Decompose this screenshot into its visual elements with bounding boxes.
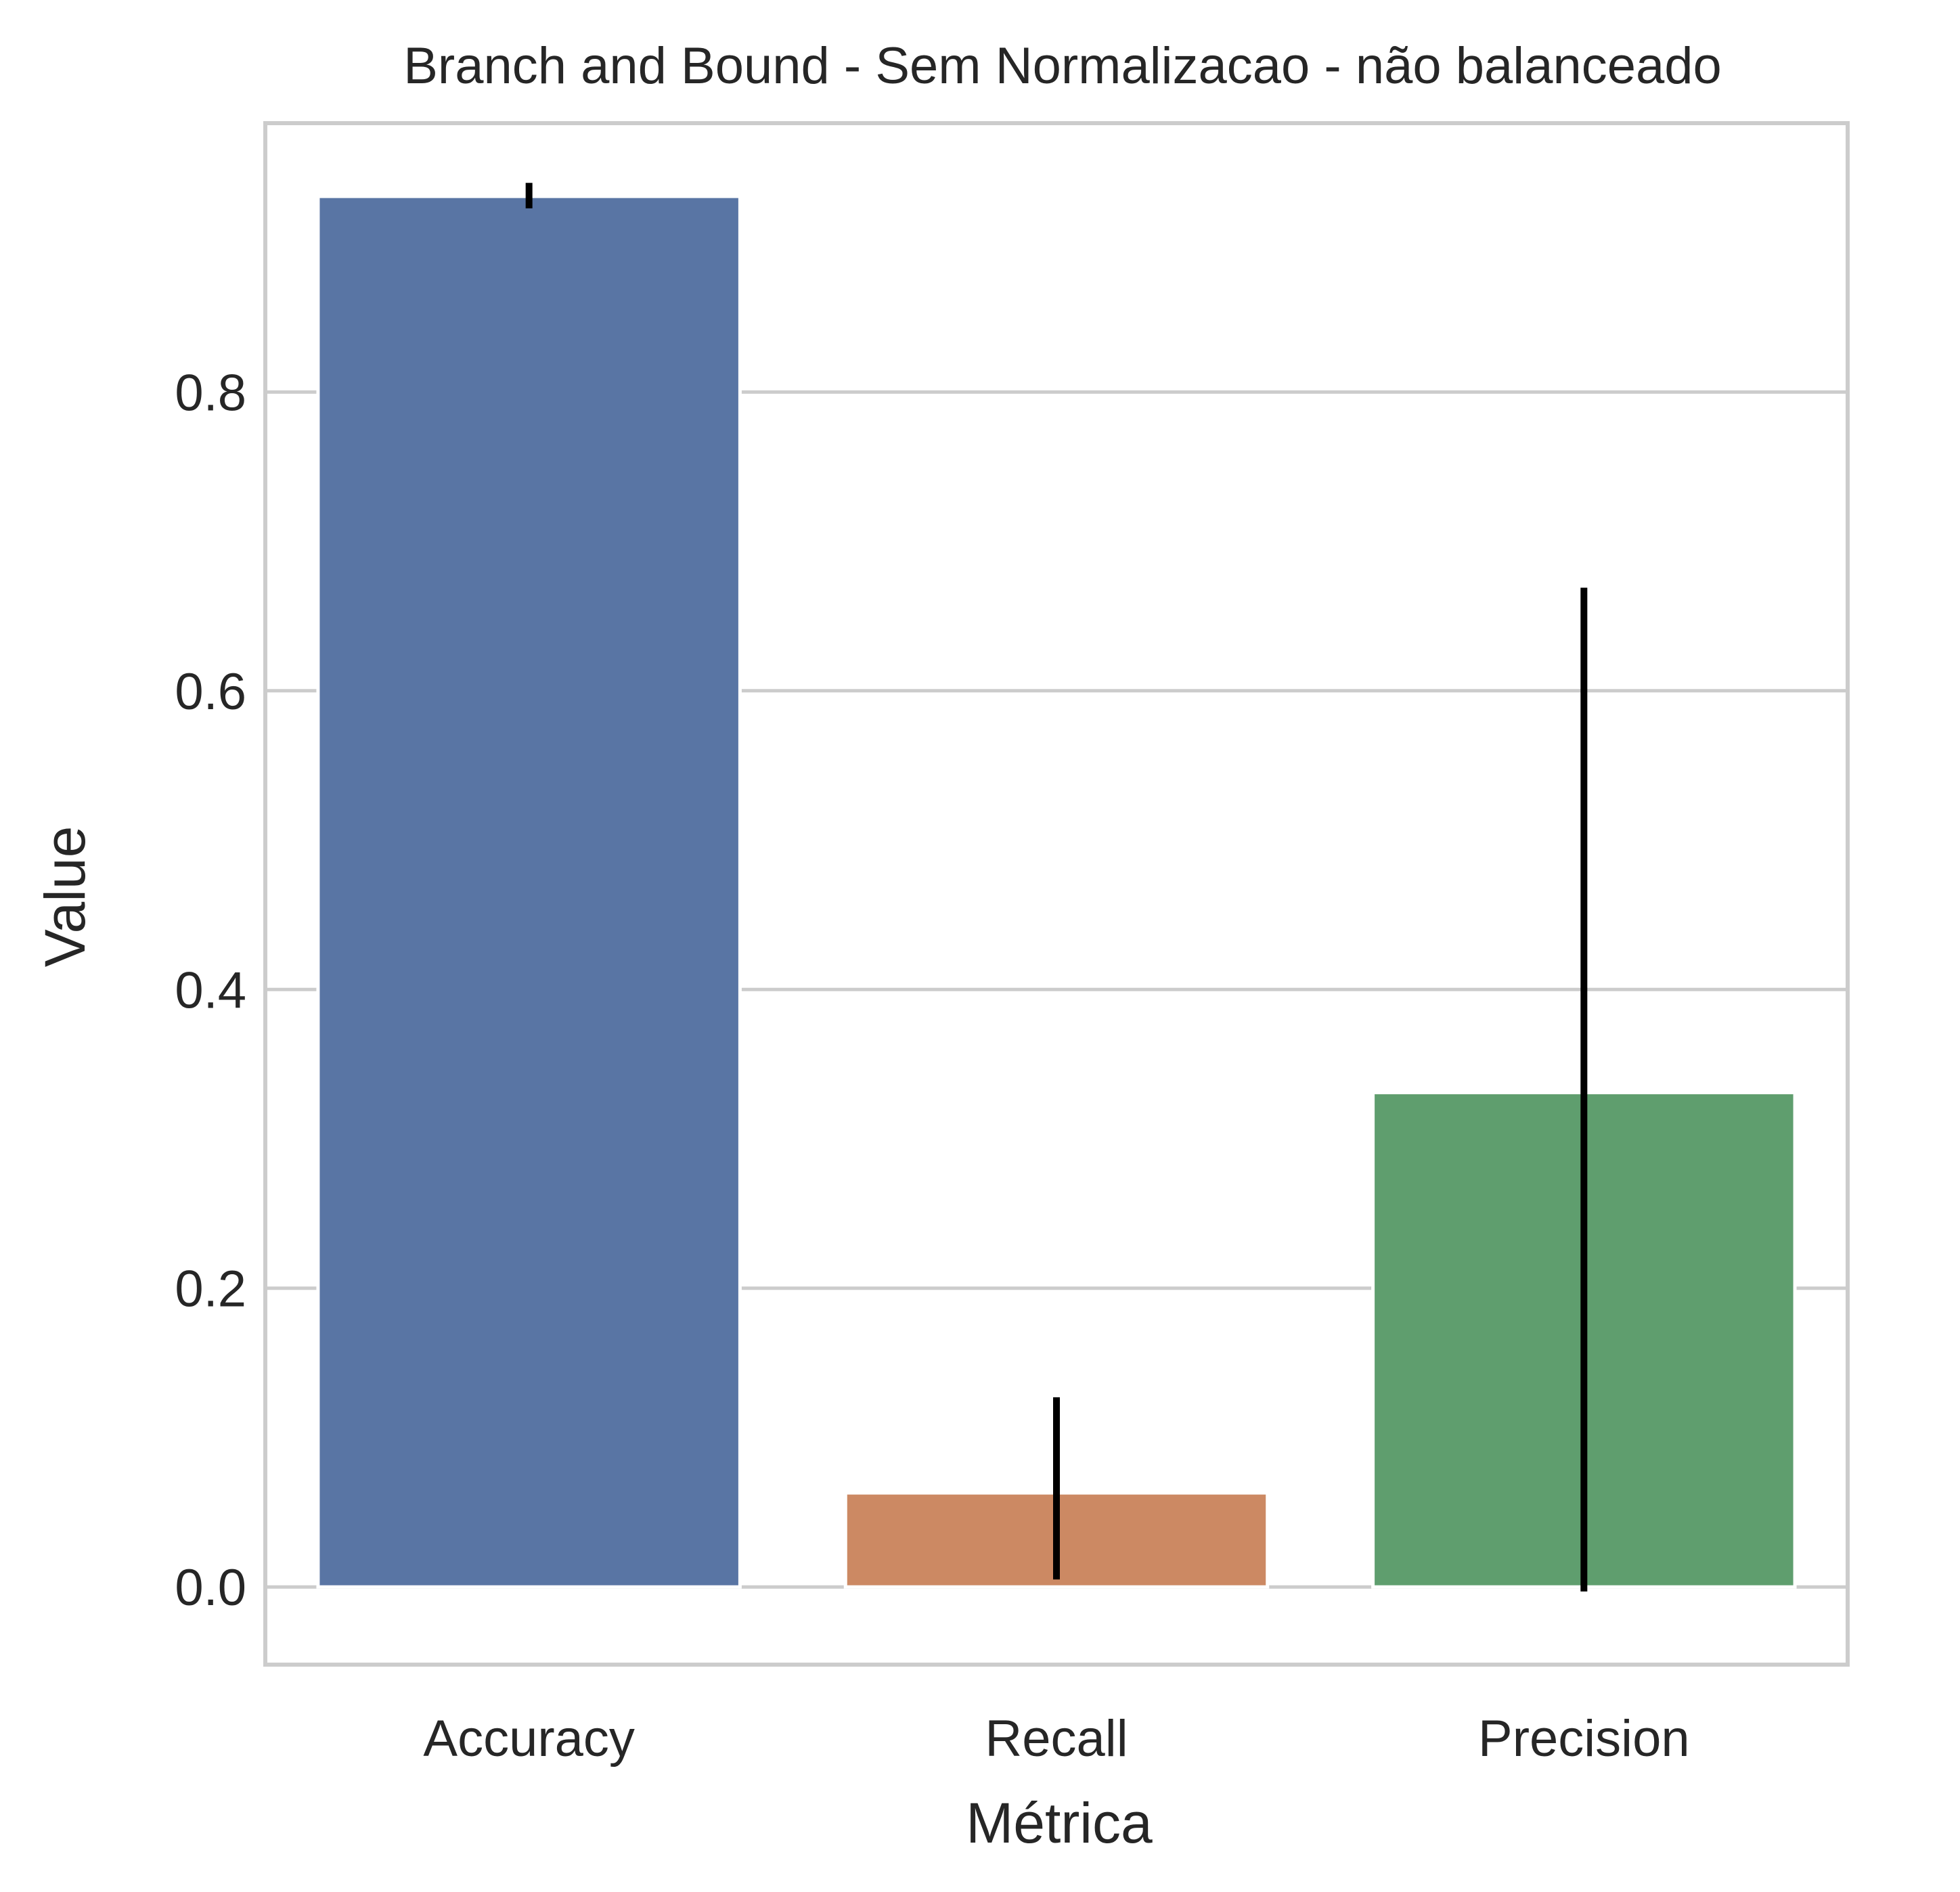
- y-axis-label: Value: [33, 826, 97, 968]
- y-tick-label: 0.6: [175, 663, 246, 721]
- error-bars: [525, 183, 1588, 1592]
- bar-accuracy: [316, 194, 742, 1589]
- y-tick-label: 0.2: [175, 1261, 246, 1318]
- y-tick-labels: 0.0 0.2 0.4 0.6 0.8: [175, 364, 246, 1617]
- x-tick-label: Recall: [985, 1710, 1128, 1767]
- x-axis-label: Métrica: [966, 1791, 1153, 1855]
- plot-frame: [263, 121, 1850, 1667]
- x-tick-label: Accuracy: [423, 1710, 635, 1767]
- y-tick-label: 0.0: [175, 1559, 246, 1617]
- y-tick-label: 0.4: [175, 962, 246, 1019]
- chart-title: Branch and Bound - Sem Normalizacao - nã…: [403, 37, 1722, 95]
- x-tick-labels: Accuracy Recall Precision: [423, 1710, 1689, 1767]
- x-tick-label: Precision: [1478, 1710, 1690, 1767]
- y-tick-label: 0.8: [175, 364, 246, 422]
